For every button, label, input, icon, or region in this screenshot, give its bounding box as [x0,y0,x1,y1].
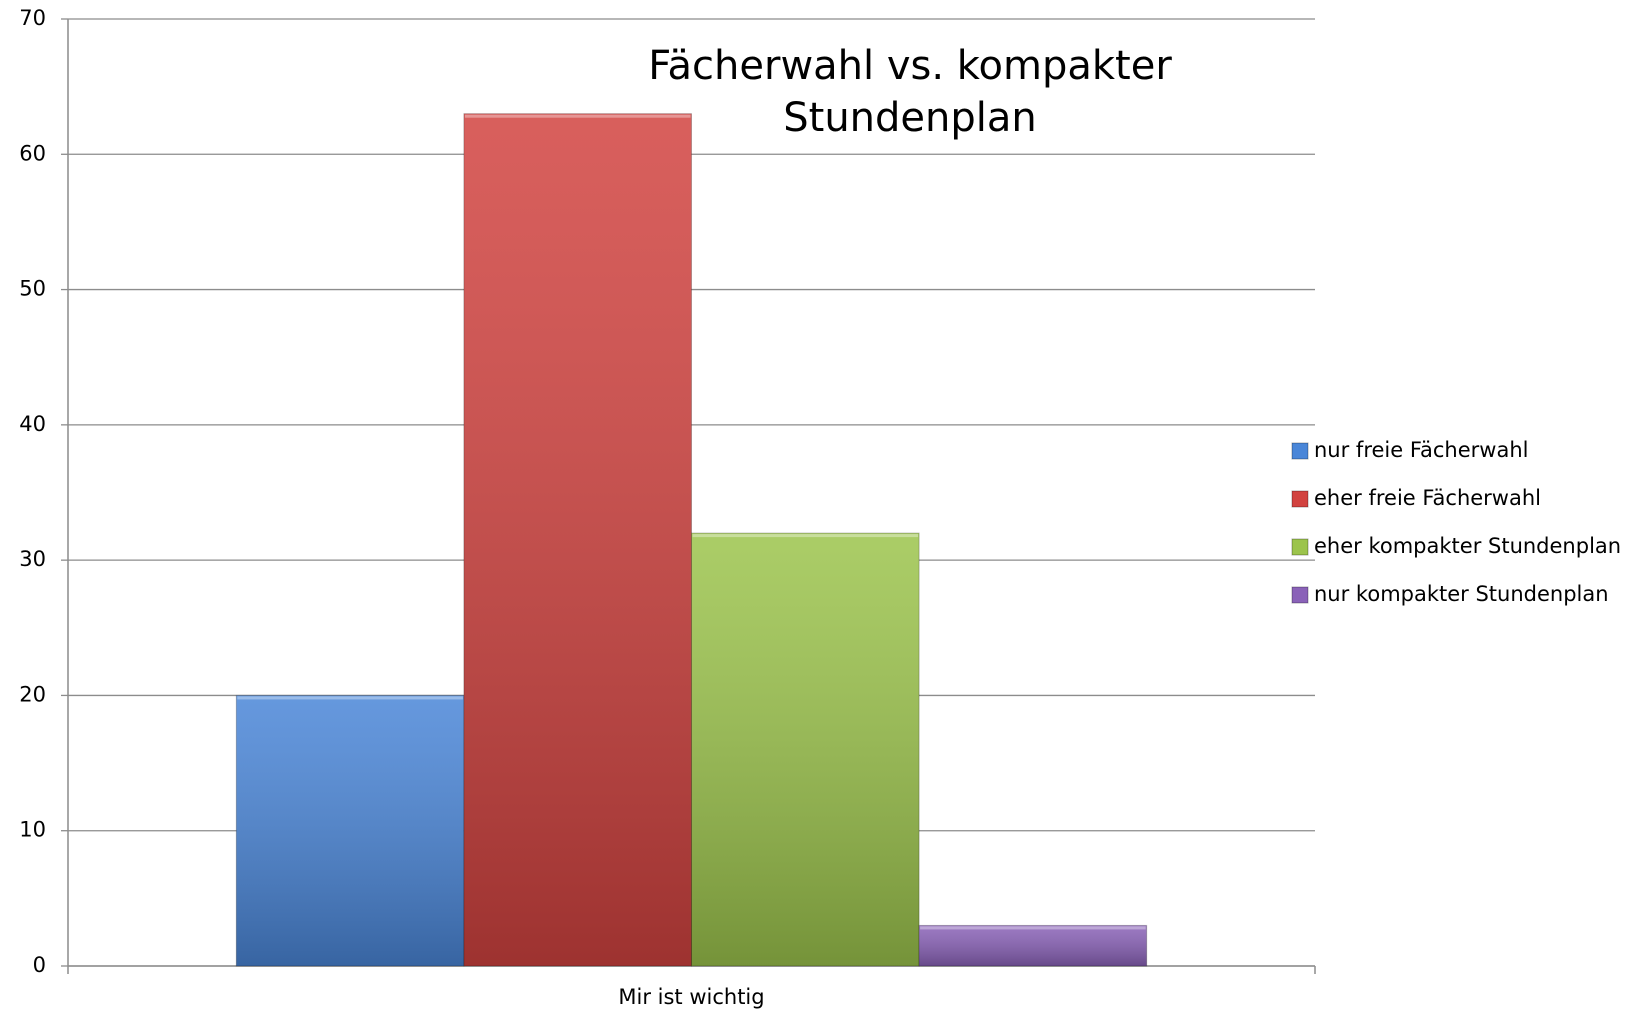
y-tick-label: 70 [19,6,46,30]
legend-label: eher freie Fächerwahl [1314,486,1541,510]
y-tick-label: 50 [19,277,46,301]
bar-cap [464,114,691,118]
bar-shade [691,533,920,966]
y-tick-label: 60 [19,141,46,165]
bar-cap [237,696,463,700]
legend-swatch [1291,442,1309,460]
bar-shade [463,113,692,966]
bar-cap [920,926,1146,930]
x-tick-label: Mir ist wichtig [618,985,764,1009]
y-tick-label: 20 [19,682,46,706]
y-tick-label: 40 [19,412,46,436]
bar-shade [919,925,1147,966]
legend-label: eher kompakter Stundenplan [1314,534,1621,558]
bar-shade [236,695,464,966]
y-tick-label: 10 [19,818,46,842]
legend-swatch [1291,586,1309,604]
chart-title: Fächerwahl vs. kompakter Stundenplan [648,43,1172,141]
legend-label: nur freie Fächerwahl [1314,438,1528,462]
legend-swatch [1291,538,1309,556]
y-tick-label: 30 [19,547,46,571]
legend-label: nur kompakter Stundenplan [1314,582,1609,606]
y-tick-label: 0 [33,953,46,977]
bar-cap [692,534,919,538]
legend-swatch [1291,490,1309,508]
